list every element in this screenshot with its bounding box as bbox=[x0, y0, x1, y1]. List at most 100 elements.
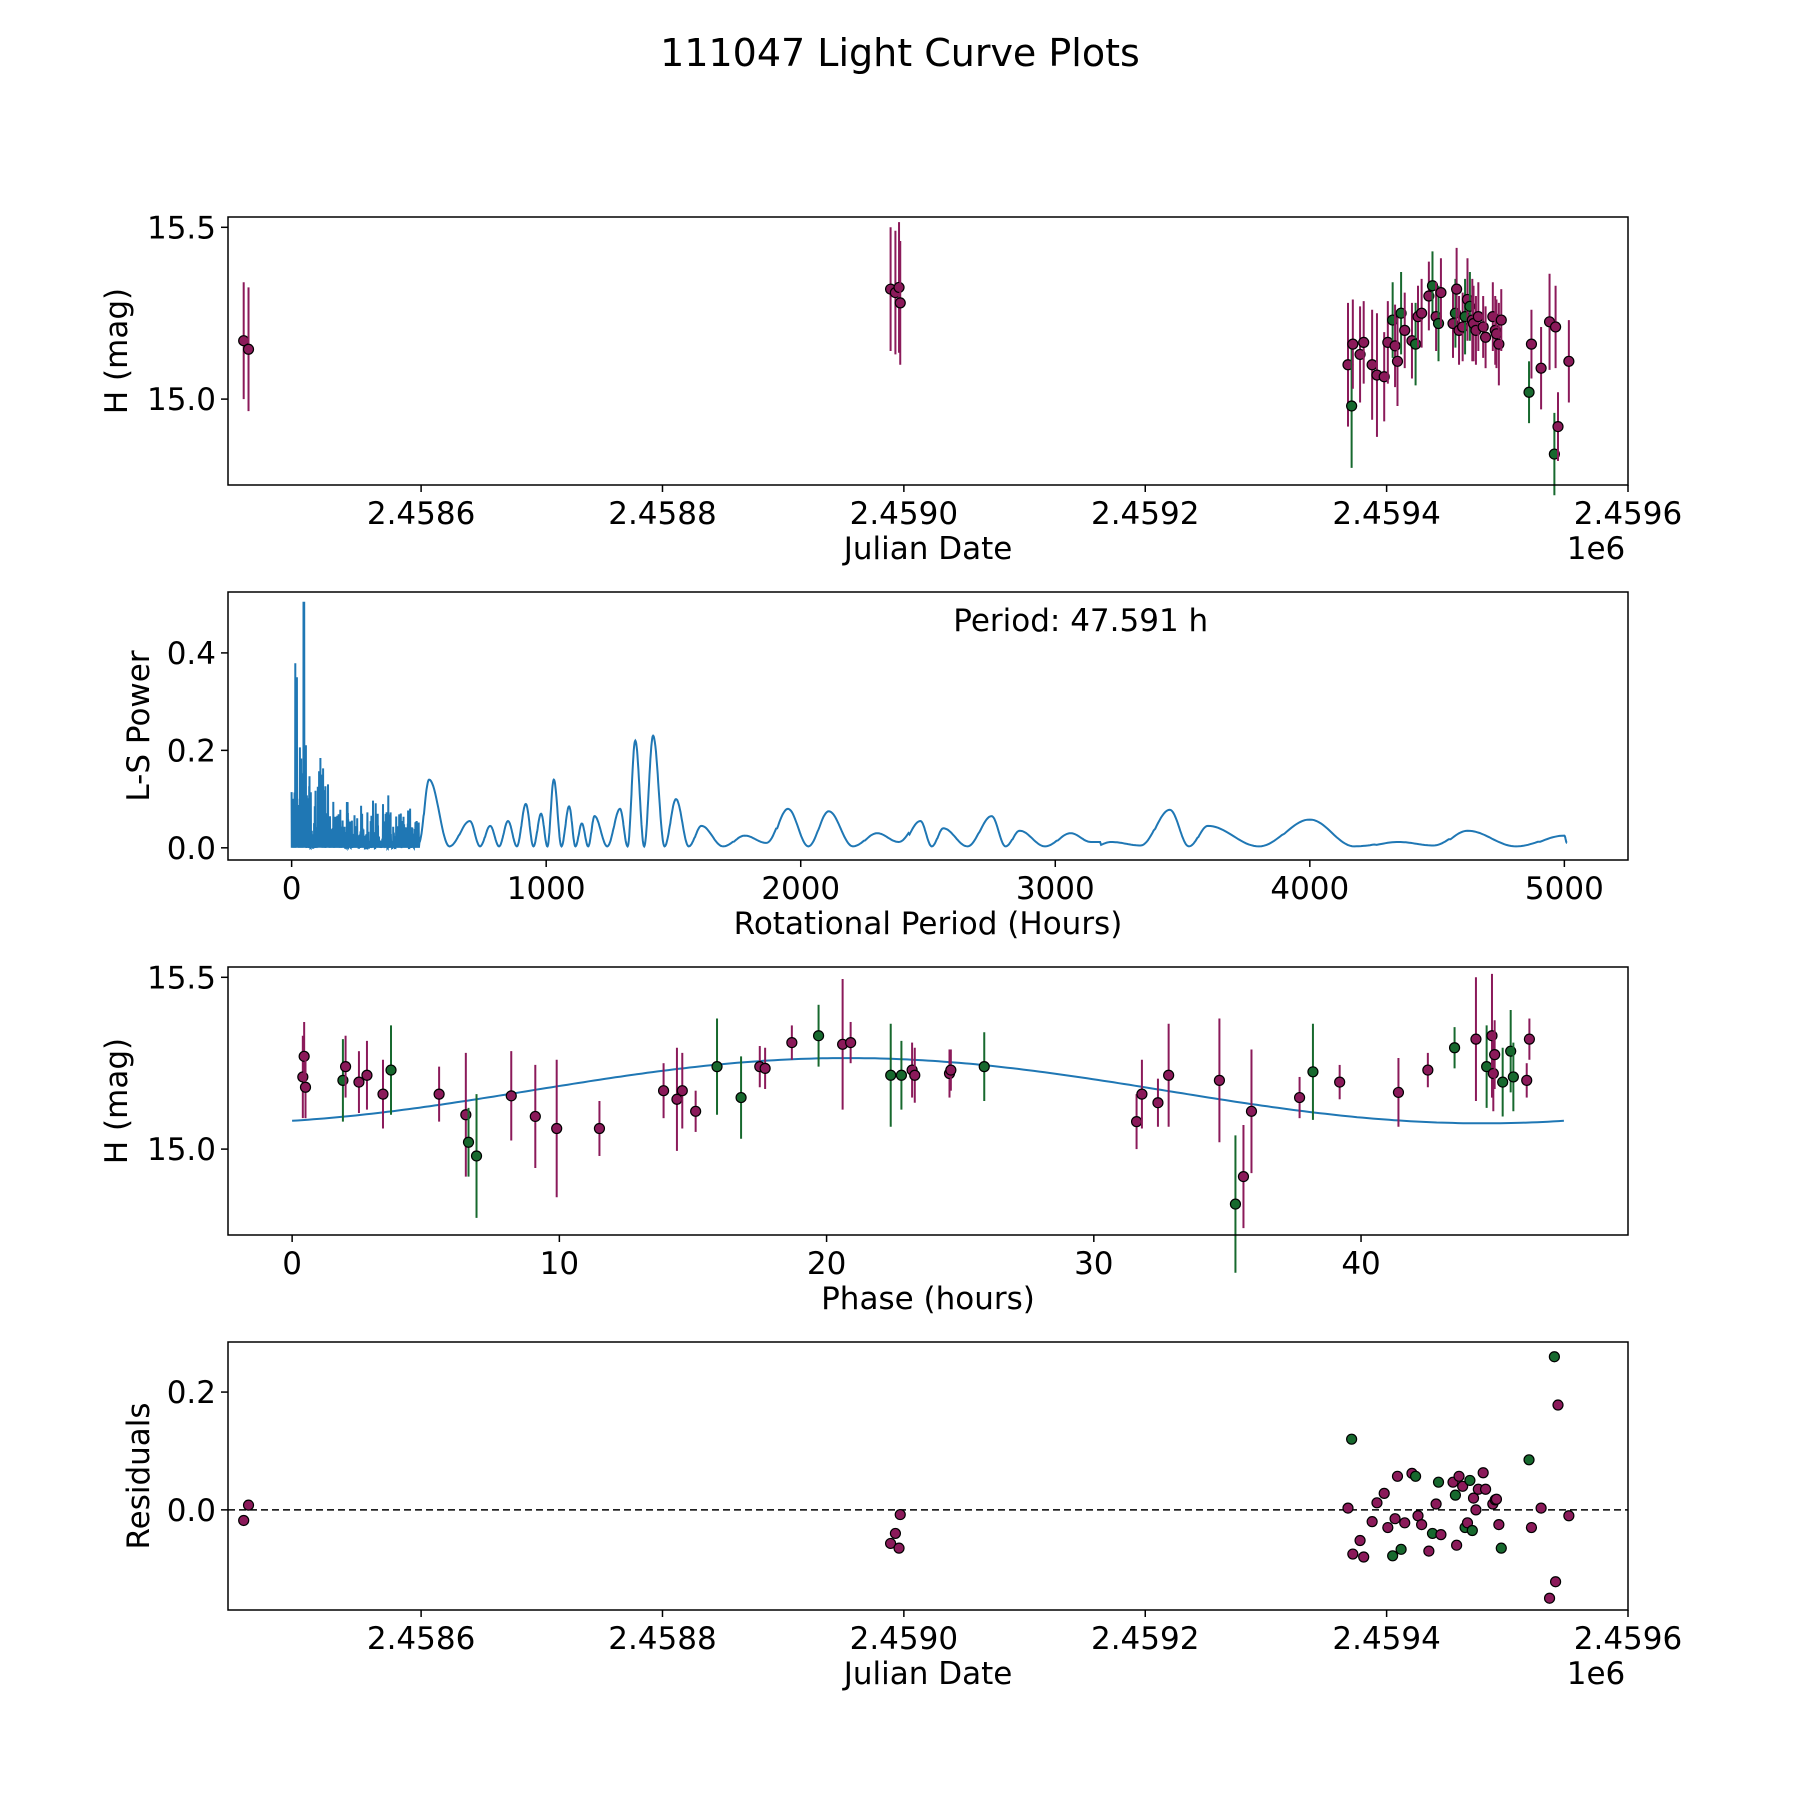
x-offset-label: 1e6 bbox=[1567, 1656, 1626, 1692]
data-point bbox=[1378, 1487, 1390, 1499]
data-point bbox=[339, 1061, 352, 1073]
data-point bbox=[1409, 338, 1422, 350]
data-point bbox=[1525, 338, 1538, 350]
x-axis-label: Julian Date bbox=[842, 1656, 1013, 1692]
data-point bbox=[1467, 1492, 1480, 1504]
x-offset-label: 1e6 bbox=[1567, 531, 1626, 567]
data-point bbox=[361, 1069, 373, 1081]
x-tick-label: 2.4592 bbox=[1091, 1621, 1199, 1657]
data-point bbox=[242, 1499, 255, 1511]
data-point bbox=[1521, 1074, 1533, 1086]
data-point bbox=[1426, 280, 1439, 292]
data-point bbox=[1535, 1502, 1547, 1514]
data-point bbox=[1507, 1071, 1519, 1083]
x-tick-label: 3000 bbox=[1016, 871, 1095, 907]
data-point bbox=[1525, 1521, 1538, 1534]
data-point bbox=[1378, 371, 1390, 383]
data-point bbox=[1549, 321, 1562, 333]
axes-frame bbox=[227, 591, 1629, 861]
data-point bbox=[1392, 1086, 1405, 1099]
data-point bbox=[845, 1036, 857, 1049]
data-point bbox=[1493, 338, 1505, 350]
x-tick-label: 0 bbox=[282, 871, 302, 907]
data-point bbox=[945, 1064, 957, 1076]
data-point bbox=[1358, 336, 1370, 349]
data-point bbox=[1523, 1033, 1535, 1045]
data-point bbox=[1466, 1524, 1478, 1537]
data-point bbox=[894, 1508, 906, 1521]
data-point bbox=[1422, 1064, 1434, 1076]
lc-panel: 2.4586 2.4588 2.4590 2.4592 2.4594 2.4596 15.0… bbox=[99, 210, 1682, 567]
period-annotation: Period: 47.591 h bbox=[953, 603, 1208, 639]
y-tick-label: 15.0 bbox=[147, 1132, 216, 1168]
data-point bbox=[1245, 1105, 1258, 1117]
x-tick-label: 1000 bbox=[507, 871, 586, 907]
data-point bbox=[1416, 1518, 1428, 1531]
data-point bbox=[978, 1061, 990, 1073]
data-point bbox=[551, 1122, 563, 1135]
axes-frame bbox=[227, 966, 1629, 1236]
x-tick-label: 4000 bbox=[1270, 871, 1349, 907]
data-point bbox=[1399, 324, 1411, 336]
data-point bbox=[889, 1527, 902, 1540]
data-point bbox=[1354, 348, 1366, 361]
data-point bbox=[1342, 1502, 1354, 1514]
data-point bbox=[1387, 1550, 1399, 1562]
x-axis-label: Julian Date bbox=[842, 531, 1013, 567]
x-tick-label: 5000 bbox=[1525, 871, 1604, 907]
data-point bbox=[1477, 1467, 1489, 1479]
x-tick-label: 2.4592 bbox=[1091, 496, 1199, 532]
data-point bbox=[1448, 1042, 1461, 1054]
data-point bbox=[786, 1036, 798, 1049]
data-point bbox=[1213, 1074, 1226, 1086]
data-point bbox=[894, 297, 906, 309]
data-point bbox=[1346, 1433, 1358, 1445]
x-tick-label: 2.4588 bbox=[608, 496, 716, 532]
data-point bbox=[1389, 1513, 1401, 1525]
data-point bbox=[1387, 314, 1399, 326]
x-tick-label: 2.4590 bbox=[850, 1621, 958, 1657]
data-point bbox=[298, 1050, 310, 1062]
data-point bbox=[462, 1136, 475, 1148]
data-point bbox=[1293, 1091, 1306, 1104]
data-point bbox=[1163, 1069, 1175, 1081]
x-tick-label: 2.4588 bbox=[608, 1621, 716, 1657]
data-point bbox=[529, 1110, 541, 1123]
x-tick-label: 2.4586 bbox=[367, 1621, 475, 1657]
y-tick-label: 0.2 bbox=[167, 1375, 216, 1411]
data-point bbox=[1307, 1066, 1319, 1078]
data-point bbox=[1495, 314, 1507, 326]
data-point bbox=[1435, 1529, 1447, 1541]
data-point bbox=[1409, 1470, 1422, 1482]
data-point bbox=[1395, 1543, 1407, 1555]
panels: 2.4586 2.4588 2.4590 2.4592 2.4594 2.4596 15.0… bbox=[99, 210, 1682, 1692]
y-tick-label: 0.2 bbox=[167, 733, 216, 769]
data-point bbox=[1391, 1470, 1404, 1482]
data-point bbox=[1552, 420, 1564, 433]
x-axis-label: Rotational Period (Hours) bbox=[734, 906, 1123, 942]
data-point bbox=[242, 343, 255, 355]
axes-frame bbox=[227, 216, 1629, 486]
data-point bbox=[1495, 1542, 1507, 1554]
data-point bbox=[1399, 1517, 1411, 1529]
x-axis-label: Phase (hours) bbox=[821, 1281, 1035, 1317]
ls-panel: 0 1000 2000 3000 4000 5000 0.0 0.2 0.4 Rotational… bbox=[121, 591, 1629, 942]
data-point bbox=[1391, 355, 1404, 367]
data-point bbox=[1490, 328, 1503, 340]
x-tick-label: 2.4590 bbox=[850, 496, 958, 532]
data-point bbox=[657, 1085, 670, 1097]
y-axis-label: L-S Power bbox=[121, 650, 157, 801]
fit-curve bbox=[292, 1057, 1564, 1125]
data-point bbox=[1549, 1576, 1562, 1588]
y-axis-label: H (mag) bbox=[99, 288, 135, 414]
data-point bbox=[812, 1030, 825, 1042]
resid-panel: 2.4586 2.4588 2.4590 2.4592 2.4594 2.4596 0.0 0… bbox=[121, 1341, 1682, 1692]
data-point bbox=[1548, 448, 1560, 460]
x-tick-label: 2.4596 bbox=[1574, 496, 1682, 532]
data-point bbox=[893, 281, 905, 294]
x-tick-label: 2.4596 bbox=[1574, 1621, 1682, 1657]
x-tick-label: 2.4594 bbox=[1332, 496, 1440, 532]
data-point bbox=[690, 1105, 702, 1117]
data-point bbox=[1563, 1510, 1575, 1522]
